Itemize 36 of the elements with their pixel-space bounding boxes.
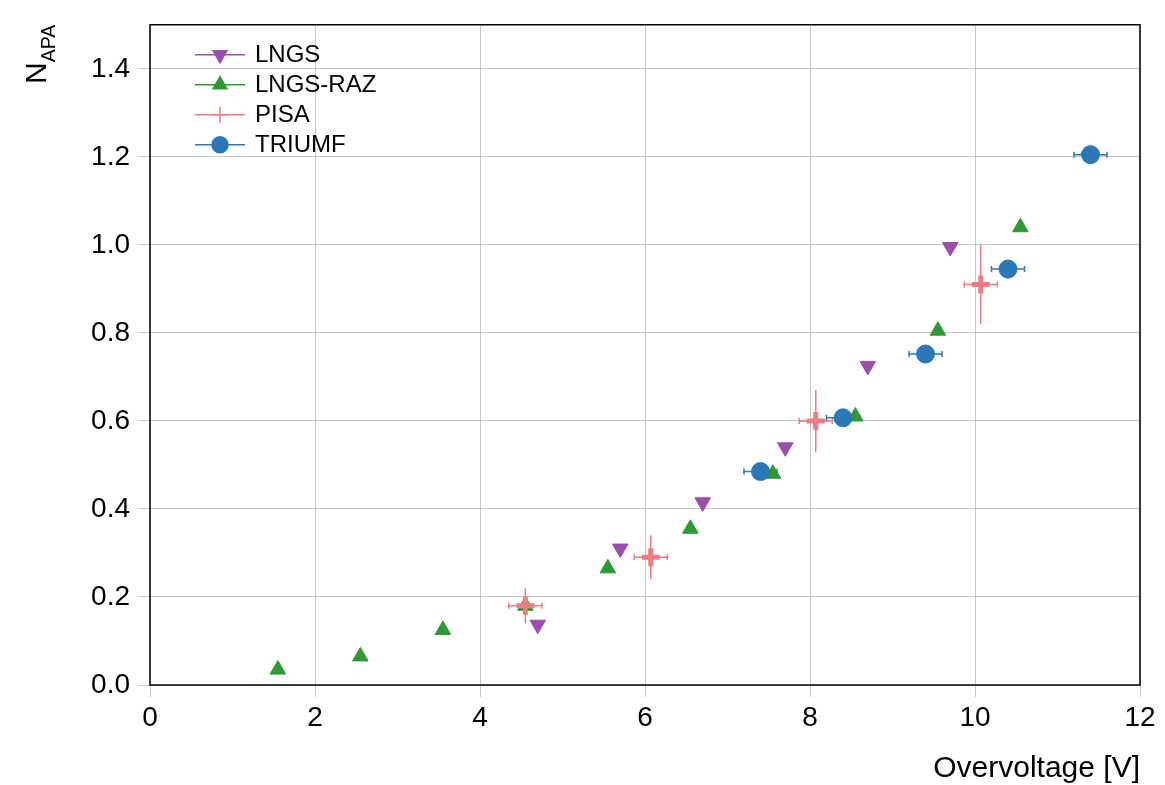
- y-tick-label: 1.2: [91, 139, 130, 171]
- point: [751, 462, 770, 482]
- point: [513, 594, 537, 618]
- legend-label: TRIUMF: [255, 130, 346, 158]
- y-tick-label: 0.8: [91, 315, 130, 347]
- y-tick-label: 0.4: [91, 491, 130, 523]
- x-tick-label: 2: [307, 700, 323, 732]
- point: [804, 409, 828, 433]
- y-tick-label: 0.2: [91, 579, 130, 611]
- x-tick-label: 0: [142, 700, 158, 732]
- y-tick-label: 1.0: [91, 227, 130, 259]
- point: [434, 620, 452, 635]
- y-tick-label: 0.0: [91, 667, 130, 699]
- y-axis-title: NAPA: [19, 24, 59, 85]
- point: [929, 321, 947, 336]
- x-tick-label: 6: [637, 700, 653, 732]
- x-tick-label: 10: [959, 700, 991, 732]
- point: [599, 558, 617, 574]
- legend-label: LNGS-RAZ: [255, 70, 377, 98]
- point: [639, 545, 663, 569]
- point: [969, 272, 993, 296]
- legend-label: PISA: [255, 100, 310, 128]
- legend-label: LNGS: [255, 40, 321, 68]
- x-tick-label: 12: [1124, 700, 1156, 732]
- x-tick-label: 4: [472, 700, 488, 732]
- point: [1081, 145, 1100, 165]
- y-tick-label: 0.6: [91, 403, 130, 435]
- point: [352, 646, 369, 662]
- point: [916, 344, 935, 364]
- point: [682, 519, 699, 534]
- x-axis-title: Overvoltage [V]: [933, 750, 1140, 783]
- y-tick-label: 1.4: [91, 51, 130, 83]
- point: [269, 660, 287, 675]
- x-tick-label: 8: [802, 700, 818, 732]
- point: [998, 259, 1018, 279]
- point: [833, 408, 853, 428]
